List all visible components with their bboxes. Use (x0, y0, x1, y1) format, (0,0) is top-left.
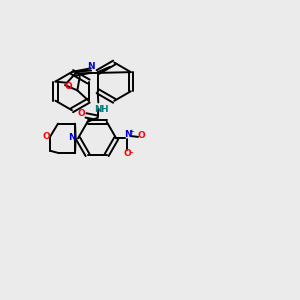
Text: N: N (88, 62, 95, 71)
Text: N: N (68, 133, 76, 142)
Text: O: O (64, 82, 72, 91)
Text: O: O (78, 109, 86, 118)
Text: +: + (128, 129, 134, 135)
Text: H: H (100, 105, 107, 114)
Text: O: O (138, 131, 146, 140)
Text: O: O (42, 132, 50, 141)
Text: N: N (124, 130, 131, 139)
Text: N: N (94, 105, 102, 114)
Text: -: - (130, 148, 133, 158)
Text: O: O (124, 148, 131, 158)
